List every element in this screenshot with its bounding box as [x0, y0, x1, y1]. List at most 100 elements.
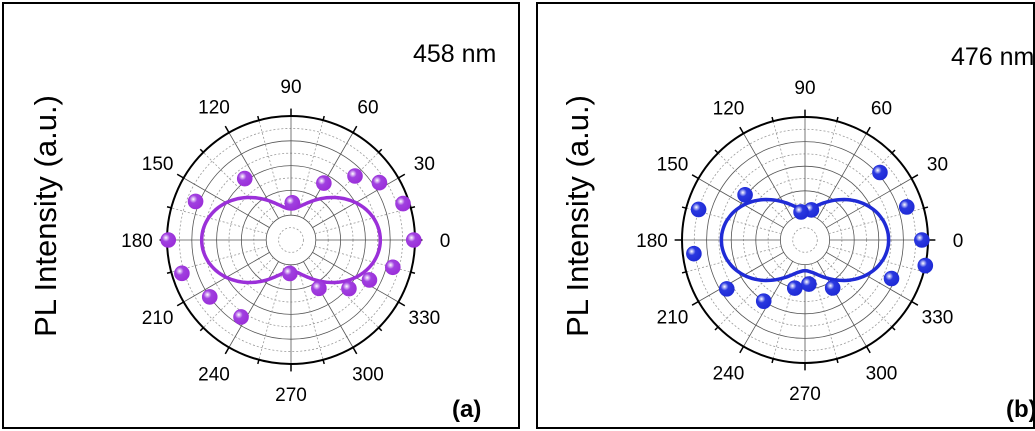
angle-tick: [714, 326, 719, 331]
data-point: [282, 265, 298, 282]
data-point: [201, 289, 218, 305]
angle-tick: [691, 174, 699, 180]
grid-spoke: [303, 261, 354, 348]
angle-tick: [739, 126, 745, 134]
data-point: [786, 280, 803, 296]
angle-label-270: 270: [275, 385, 307, 406]
grid-spoke: [171, 246, 268, 273]
angle-tick: [398, 173, 406, 179]
grid-spoke: [303, 132, 354, 219]
angle-tick: [681, 206, 687, 209]
angle-label-240: 240: [713, 364, 745, 385]
angle-label-240: 240: [198, 364, 230, 385]
panel-label: (b): [1006, 396, 1035, 423]
angle-tick: [166, 271, 172, 274]
grid-spoke: [297, 263, 324, 360]
data-point: [914, 232, 930, 248]
data-point: [883, 270, 900, 287]
data-point: [824, 280, 841, 296]
polar-panel-a: PL Intensity (a.u.) 458 nm (a) 0 30 60 90 12…: [2, 2, 520, 429]
angle-label-90: 90: [794, 78, 815, 99]
grid-spoke: [203, 257, 274, 328]
data-point: [236, 170, 253, 187]
grid-spoke: [258, 120, 285, 217]
polar-panel-b: PL Intensity (a.u.) 476 nm (b) 0 30 60 90 12…: [536, 2, 1035, 429]
angle-tick: [911, 300, 919, 306]
grid-spoke: [228, 132, 279, 219]
data-point: [316, 175, 332, 191]
data-point: [793, 204, 809, 220]
angle-label-330: 330: [409, 308, 441, 329]
angle-tick: [352, 125, 358, 133]
data-point: [385, 259, 401, 276]
data-point: [361, 272, 378, 288]
data-point: [395, 195, 411, 212]
angle-tick: [865, 126, 871, 134]
data-point: [690, 201, 707, 218]
angle-tick: [176, 301, 184, 307]
data-point: [187, 193, 204, 210]
angle-tick: [771, 358, 774, 364]
polar-plot-a: 0 30 60 90 120 150 180 210 240 270 300 330: [121, 77, 451, 406]
grid-spoke: [717, 257, 788, 328]
grid-circle-minor: [792, 227, 818, 253]
wavelength-annotation: 476 nm: [951, 43, 1035, 71]
data-point: [898, 199, 915, 215]
fit-curve: [719, 197, 891, 283]
data-point: [284, 195, 301, 211]
angle-label-30: 30: [927, 155, 948, 176]
grid-spoke: [743, 133, 794, 219]
grid-circle: [779, 214, 830, 265]
angle-tick: [378, 327, 383, 332]
angle-tick: [224, 125, 230, 133]
grid-spoke: [698, 251, 784, 302]
angle-tick: [199, 148, 204, 153]
data-point: [917, 257, 934, 274]
angle-label-0: 0: [440, 231, 451, 252]
grid-spoke: [810, 263, 838, 359]
angle-tick: [891, 149, 896, 154]
grid-spoke: [228, 261, 279, 348]
grid-spoke: [772, 121, 800, 217]
angle-label-90: 90: [280, 77, 301, 98]
angle-label-210: 210: [657, 308, 689, 329]
angle-tick: [176, 173, 184, 179]
data-point: [686, 245, 702, 262]
angle-tick: [739, 346, 745, 354]
angle-tick: [410, 206, 416, 209]
fit-curve: [199, 195, 383, 285]
grid-spoke: [297, 120, 324, 217]
angle-label-270: 270: [789, 384, 821, 405]
angle-tick: [923, 206, 929, 209]
angle-label-120: 120: [198, 98, 230, 119]
grid-spoke: [816, 261, 867, 347]
data-point: [755, 293, 772, 309]
grid-circle: [265, 214, 317, 266]
grid-spoke: [717, 152, 788, 223]
polar-plot-b: 0 30 60 90 120 150 180 210 240 270 300 330: [636, 78, 963, 405]
grid-spoke: [314, 246, 411, 273]
angle-tick: [771, 116, 774, 122]
angle-label-300: 300: [866, 364, 898, 385]
data-point: [371, 174, 388, 191]
grid-spoke: [686, 207, 782, 235]
angle-label-180: 180: [121, 231, 153, 252]
data-point: [233, 309, 249, 325]
grid-spoke: [826, 178, 912, 229]
angle-tick: [911, 174, 919, 180]
data-point: [160, 232, 177, 248]
grid-spoke: [314, 207, 411, 234]
grid-spoke: [258, 263, 285, 360]
angle-tick: [891, 326, 896, 331]
data-point: [872, 164, 888, 181]
angle-label-180: 180: [636, 231, 668, 252]
data-point: [405, 232, 422, 248]
data-point: [718, 281, 735, 297]
grid-spoke: [772, 263, 800, 359]
panel-label: (a): [452, 396, 482, 423]
angle-tick: [691, 300, 699, 306]
data-point: [341, 280, 357, 297]
data-point: [174, 265, 190, 282]
grid-spoke: [171, 207, 268, 234]
grid-spoke: [203, 152, 274, 223]
